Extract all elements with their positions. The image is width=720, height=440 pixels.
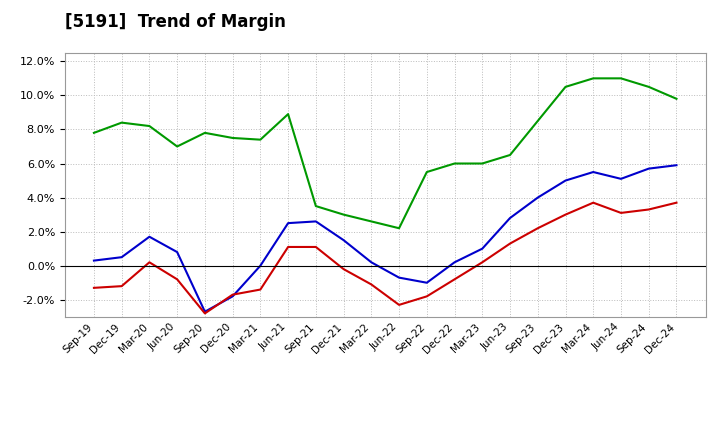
Operating Cashflow [561, 84, 570, 89]
Net Income [117, 283, 126, 289]
Ordinary Income [395, 275, 403, 280]
Ordinary Income [672, 162, 681, 168]
Net Income [644, 207, 653, 212]
Net Income [672, 200, 681, 205]
Ordinary Income [644, 166, 653, 171]
Operating Cashflow [589, 76, 598, 81]
Net Income [367, 282, 376, 287]
Net Income [228, 292, 237, 297]
Net Income [256, 287, 265, 292]
Ordinary Income [256, 263, 265, 268]
Operating Cashflow [312, 203, 320, 209]
Operating Cashflow [644, 84, 653, 89]
Operating Cashflow [89, 130, 98, 136]
Ordinary Income [339, 238, 348, 243]
Operating Cashflow [339, 212, 348, 217]
Operating Cashflow [395, 226, 403, 231]
Ordinary Income [423, 280, 431, 286]
Operating Cashflow [145, 123, 154, 128]
Operating Cashflow [534, 118, 542, 124]
Operating Cashflow [256, 137, 265, 142]
Ordinary Income [145, 234, 154, 239]
Ordinary Income [228, 294, 237, 299]
Net Income [561, 212, 570, 217]
Ordinary Income [173, 249, 181, 255]
Operating Cashflow [228, 136, 237, 141]
Net Income [173, 277, 181, 282]
Operating Cashflow [672, 96, 681, 102]
Net Income [450, 277, 459, 282]
Ordinary Income [312, 219, 320, 224]
Ordinary Income [616, 176, 625, 181]
Operating Cashflow [450, 161, 459, 166]
Ordinary Income [505, 215, 514, 220]
Ordinary Income [89, 258, 98, 263]
Net Income [89, 285, 98, 290]
Net Income [201, 311, 210, 316]
Ordinary Income [284, 220, 292, 226]
Net Income [339, 267, 348, 272]
Ordinary Income [534, 195, 542, 200]
Ordinary Income [478, 246, 487, 251]
Net Income [312, 244, 320, 249]
Text: [5191]  Trend of Margin: [5191] Trend of Margin [65, 13, 286, 31]
Ordinary Income [561, 178, 570, 183]
Net Income [145, 260, 154, 265]
Ordinary Income [367, 260, 376, 265]
Operating Cashflow [478, 161, 487, 166]
Net Income [284, 244, 292, 249]
Net Income [589, 200, 598, 205]
Net Income [478, 260, 487, 265]
Line: Net Income: Net Income [94, 203, 677, 313]
Operating Cashflow [173, 144, 181, 149]
Line: Operating Cashflow: Operating Cashflow [94, 78, 677, 228]
Operating Cashflow [423, 169, 431, 175]
Operating Cashflow [616, 76, 625, 81]
Net Income [616, 210, 625, 216]
Net Income [395, 302, 403, 308]
Operating Cashflow [505, 152, 514, 158]
Operating Cashflow [201, 130, 210, 136]
Net Income [423, 294, 431, 299]
Operating Cashflow [117, 120, 126, 125]
Line: Ordinary Income: Ordinary Income [94, 165, 677, 312]
Ordinary Income [201, 309, 210, 314]
Net Income [534, 226, 542, 231]
Operating Cashflow [367, 219, 376, 224]
Net Income [505, 241, 514, 246]
Operating Cashflow [284, 111, 292, 117]
Ordinary Income [589, 169, 598, 175]
Ordinary Income [450, 260, 459, 265]
Ordinary Income [117, 255, 126, 260]
